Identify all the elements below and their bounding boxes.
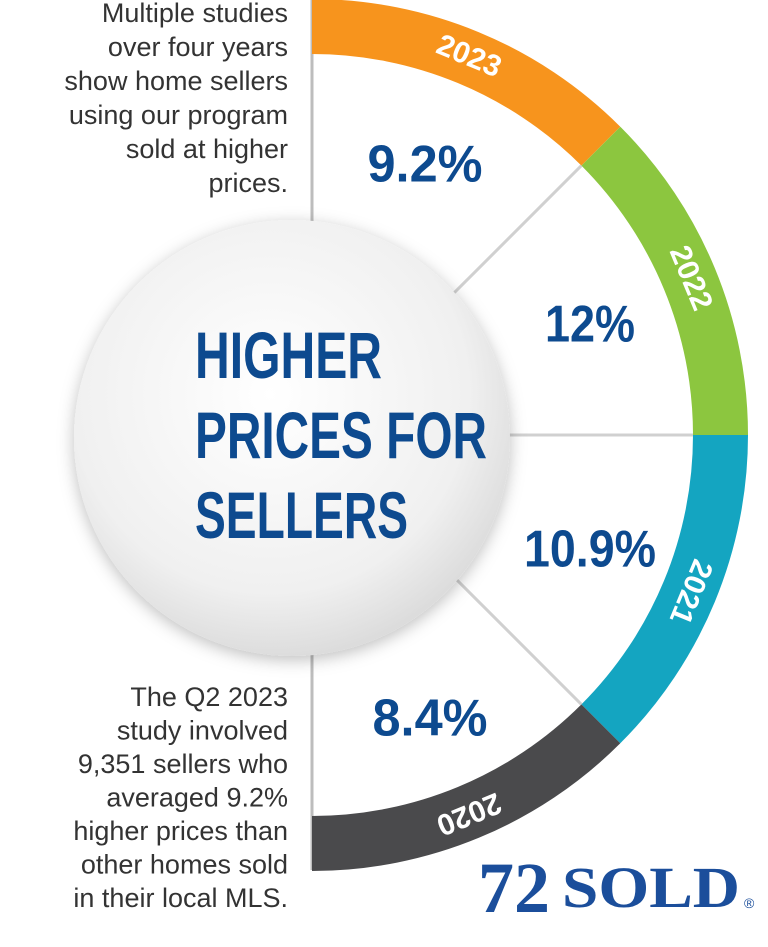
logo-mark: ® [744,895,755,911]
headline-line: PRICES FOR [195,398,487,472]
wedge-divider [438,561,583,706]
headline-line: HIGHER [195,318,382,392]
headline-line: SELLERS [195,478,408,552]
footnote-line: 9,351 sellers who [78,749,288,779]
footnote-line: other homes sold [81,850,288,880]
intro-line: prices. [208,168,288,198]
ring-segment [581,435,748,744]
value-label: 8.4% [373,690,488,748]
value-label: 9.2% [368,136,483,194]
footnote-line: study involved [117,716,288,746]
footnote-line: averaged 9.2% [106,783,288,813]
wedge-divider [438,164,583,309]
ring-segment [581,126,748,435]
intro-text: Multiple studies over four years show home… [64,0,288,198]
intro-line: over four years [108,32,288,62]
logo-number: 72 [478,848,550,928]
logo-word: SOLD [562,855,740,920]
intro-line: sold at higher [126,134,288,164]
value-label: 12% [545,296,635,354]
intro-line: Multiple studies [102,0,288,28]
value-label: 10.9% [524,521,656,579]
footnote-line: in their local MLS. [73,883,288,913]
footnote-line: higher prices than [73,816,288,846]
footnote-line: The Q2 2023 [130,682,288,712]
logo: 72 SOLD ® [478,848,755,928]
ring-segment [312,704,621,871]
intro-line: using our program [69,100,288,130]
intro-line: show home sellers [64,66,288,96]
center-disc [74,220,510,656]
ring-segment [312,0,621,166]
